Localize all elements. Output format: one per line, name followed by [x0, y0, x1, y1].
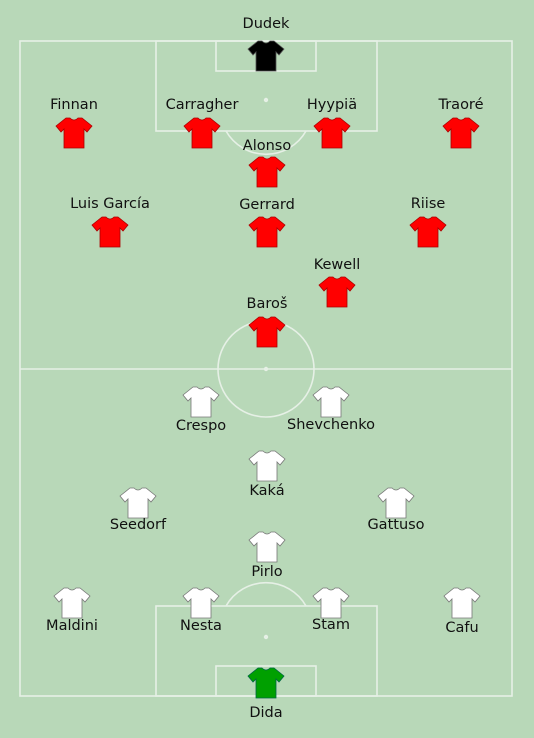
shirt-icon	[247, 40, 285, 72]
player-name: Alonso	[242, 138, 292, 154]
shirt-icon	[248, 450, 286, 482]
shirt-icon	[313, 117, 351, 149]
shirt-icon	[182, 386, 220, 418]
player-name: Riise	[410, 196, 446, 212]
shirt-icon	[53, 587, 91, 619]
player-name: Finnan	[50, 97, 98, 113]
shirt-icon	[443, 587, 481, 619]
shirt-icon	[248, 156, 286, 188]
top-penalty-spot	[263, 97, 269, 103]
top-penalty-arc	[225, 130, 307, 156]
player-name: Stam	[312, 617, 350, 633]
player-name: Pirlo	[251, 564, 283, 580]
player-name: Crespo	[175, 418, 227, 434]
shirt-icon	[119, 487, 157, 519]
player-name: Gattuso	[367, 517, 425, 533]
player-name: Carragher	[165, 97, 239, 113]
player-name: Kaká	[249, 483, 285, 499]
player-name: Hyypiä	[306, 97, 358, 113]
shirt-icon	[312, 587, 350, 619]
shirt-icon	[182, 587, 220, 619]
shirt-icon	[248, 531, 286, 563]
player-name: Luis García	[70, 196, 150, 212]
shirt-icon	[91, 216, 129, 248]
shirt-icon	[55, 117, 93, 149]
player-name: Maldini	[46, 618, 98, 634]
shirt-icon	[183, 117, 221, 149]
bottom-penalty-spot	[263, 634, 269, 640]
shirt-icon	[318, 276, 356, 308]
player-name: Gerrard	[239, 197, 295, 213]
player-name: Baroš	[246, 296, 288, 312]
shirt-icon	[312, 386, 350, 418]
shirt-icon	[377, 487, 415, 519]
shirt-icon	[248, 316, 286, 348]
shirt-icon	[442, 117, 480, 149]
player-name: Kewell	[313, 257, 361, 273]
player-name: Dida	[249, 705, 283, 721]
player-name: Traoré	[438, 97, 484, 113]
bottom-penalty-arc	[225, 581, 307, 607]
player-name: Cafu	[445, 620, 479, 636]
player-name: Dudek	[242, 16, 290, 32]
player-name: Nesta	[180, 618, 222, 634]
shirt-icon	[248, 216, 286, 248]
player-name: Seedorf	[109, 517, 167, 533]
shirt-icon	[409, 216, 447, 248]
center-spot	[263, 366, 269, 372]
shirt-icon	[247, 667, 285, 699]
player-name: Shevchenko	[287, 417, 375, 433]
